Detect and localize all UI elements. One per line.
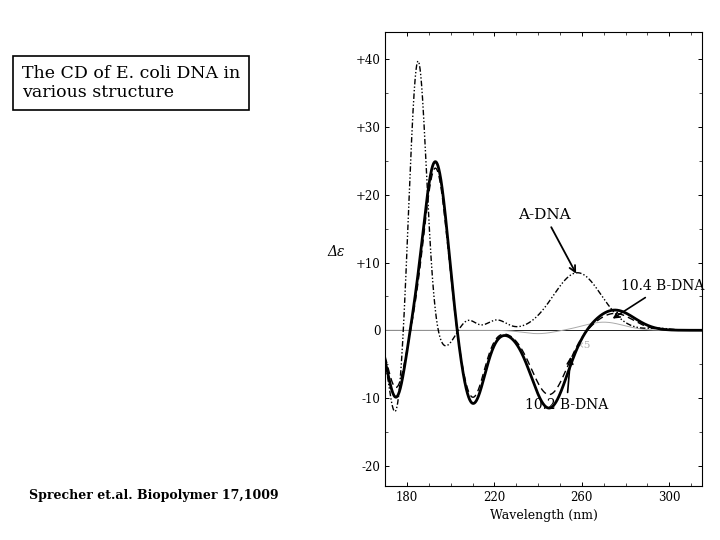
Text: A-DNA: A-DNA [518, 208, 575, 272]
X-axis label: Wavelength (nm): Wavelength (nm) [490, 509, 598, 522]
Text: Sprecher et.al. Biopolymer 17,1009: Sprecher et.al. Biopolymer 17,1009 [29, 489, 279, 502]
Text: The CD of E. coli DNA in
various structure: The CD of E. coli DNA in various structu… [22, 65, 240, 102]
Text: ×5: ×5 [575, 341, 590, 350]
Text: 10.4 B-DNA: 10.4 B-DNA [614, 279, 705, 318]
Y-axis label: Δε: Δε [328, 245, 345, 259]
Text: 10.2 B-DNA: 10.2 B-DNA [525, 359, 608, 412]
